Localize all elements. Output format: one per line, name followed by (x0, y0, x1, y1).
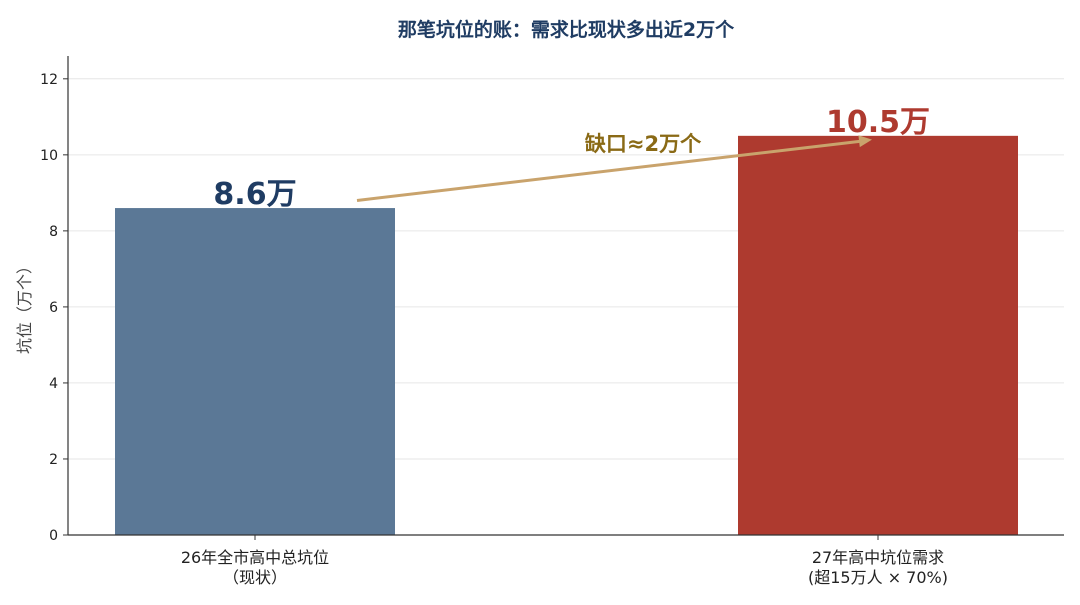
x-category-sublabel: （现状） (223, 568, 287, 587)
y-tick-label: 12 (40, 72, 58, 88)
chart-title: 那笔坑位的账：需求比现状多出近2万个 (398, 18, 735, 41)
x-category-sublabel: (超15万人 × 70%) (808, 568, 948, 587)
bar (738, 135, 1018, 536)
bars (115, 135, 1018, 536)
y-axis-title: 坑位（万个） (15, 258, 34, 354)
axes: 0 2 4 6 8 10 12 (40, 56, 1064, 544)
y-tick-label: 10 (40, 148, 58, 164)
gap-label: 缺口≈2万个 (585, 132, 702, 156)
annotation: 缺口≈2万个 (356, 132, 872, 202)
y-tick-label: 0 (49, 528, 58, 544)
gap-arrow-head (858, 135, 872, 148)
x-category-label: 27年高中坑位需求 (812, 548, 944, 567)
x-category-label: 26年全市高中总坑位 (181, 548, 329, 567)
labels: 8.6万 26年全市高中总坑位（现状） 10.5万 27年高中坑位需求(超15万人 ×… (181, 105, 948, 587)
y-tick-label: 8 (49, 224, 58, 240)
data-label: 10.5万 (826, 105, 930, 140)
y-tick-label: 6 (49, 300, 58, 316)
y-tick-label: 2 (49, 452, 58, 468)
y-tick-label: 4 (49, 376, 58, 392)
data-label: 8.6万 (213, 177, 296, 212)
gap-arrow (356, 139, 867, 202)
bar (115, 208, 395, 536)
